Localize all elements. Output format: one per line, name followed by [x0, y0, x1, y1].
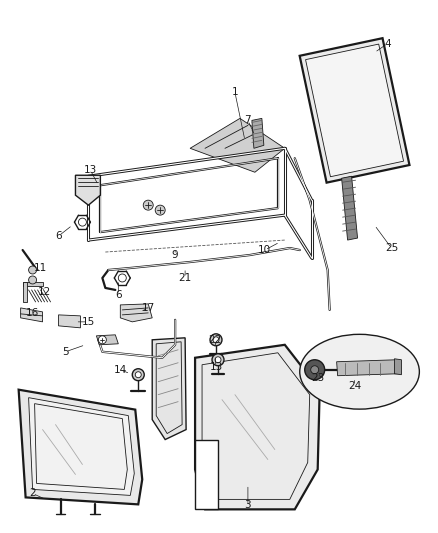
Polygon shape [28, 398, 134, 495]
Polygon shape [23, 282, 27, 302]
Polygon shape [395, 359, 401, 375]
Circle shape [143, 200, 153, 210]
Circle shape [99, 336, 106, 344]
Polygon shape [21, 308, 42, 322]
Polygon shape [96, 335, 118, 345]
Polygon shape [75, 175, 100, 205]
Text: 10: 10 [258, 245, 272, 255]
Circle shape [213, 337, 219, 343]
Circle shape [212, 354, 224, 366]
Circle shape [132, 369, 144, 381]
Circle shape [210, 334, 222, 346]
Circle shape [305, 360, 325, 379]
Text: 6: 6 [55, 231, 62, 241]
Circle shape [215, 357, 221, 363]
Ellipse shape [300, 334, 419, 409]
Text: 13: 13 [209, 362, 223, 372]
Polygon shape [152, 338, 186, 440]
Text: 25: 25 [385, 243, 398, 253]
Text: 9: 9 [172, 250, 178, 260]
Polygon shape [337, 360, 399, 376]
Polygon shape [252, 118, 264, 148]
Text: 7: 7 [244, 115, 251, 125]
Text: 3: 3 [244, 500, 251, 511]
Circle shape [135, 372, 141, 378]
Polygon shape [300, 38, 410, 183]
Text: 11: 11 [34, 263, 47, 273]
Polygon shape [342, 176, 357, 240]
Text: 12: 12 [38, 287, 51, 297]
Text: 6: 6 [115, 290, 122, 300]
Polygon shape [23, 282, 42, 286]
Circle shape [78, 218, 86, 226]
Text: 1: 1 [232, 87, 238, 98]
Text: 17: 17 [141, 303, 155, 313]
Circle shape [28, 266, 37, 274]
Text: 14: 14 [114, 365, 127, 375]
Polygon shape [306, 44, 403, 177]
Polygon shape [19, 390, 142, 504]
Text: 24: 24 [348, 381, 361, 391]
Text: 2: 2 [29, 488, 36, 498]
Polygon shape [195, 345, 320, 510]
Circle shape [28, 276, 37, 284]
Circle shape [311, 366, 319, 374]
Polygon shape [120, 304, 152, 322]
Polygon shape [59, 315, 81, 328]
Text: 21: 21 [178, 273, 192, 283]
Text: 23: 23 [311, 373, 324, 383]
Text: 13: 13 [84, 165, 97, 175]
Text: 16: 16 [26, 308, 39, 318]
Circle shape [155, 205, 165, 215]
Text: 22: 22 [208, 335, 222, 345]
Text: 4: 4 [384, 38, 391, 49]
Polygon shape [195, 440, 218, 510]
Circle shape [118, 274, 126, 282]
Text: 5: 5 [62, 347, 69, 357]
Text: 15: 15 [82, 317, 95, 327]
Polygon shape [190, 118, 285, 172]
